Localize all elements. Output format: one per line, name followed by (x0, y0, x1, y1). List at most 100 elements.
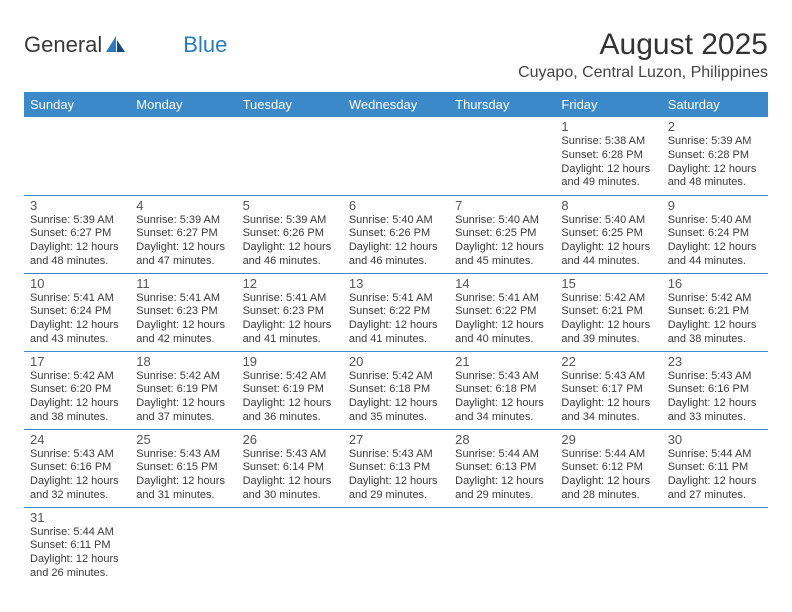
daylight-text: and 43 minutes. (30, 333, 124, 347)
daylight-text: and 49 minutes. (561, 176, 655, 190)
sunrise-text: Sunrise: 5:41 AM (243, 292, 337, 306)
calendar-cell: 11Sunrise: 5:41 AMSunset: 6:23 PMDayligh… (130, 273, 236, 351)
sunrise-text: Sunrise: 5:43 AM (136, 448, 230, 462)
calendar-cell (130, 117, 236, 195)
daylight-text: and 26 minutes. (30, 567, 124, 581)
sunrise-text: Sunrise: 5:40 AM (668, 214, 762, 228)
calendar-cell: 19Sunrise: 5:42 AMSunset: 6:19 PMDayligh… (237, 351, 343, 429)
calendar-cell: 1Sunrise: 5:38 AMSunset: 6:28 PMDaylight… (555, 117, 661, 195)
calendar-cell: 18Sunrise: 5:42 AMSunset: 6:19 PMDayligh… (130, 351, 236, 429)
day-number: 31 (30, 510, 124, 525)
daylight-text: Daylight: 12 hours (455, 241, 549, 255)
daylight-text: Daylight: 12 hours (561, 163, 655, 177)
sunset-text: Sunset: 6:27 PM (30, 227, 124, 241)
daylight-text: Daylight: 12 hours (30, 241, 124, 255)
daylight-text: Daylight: 12 hours (243, 475, 337, 489)
daylight-text: Daylight: 12 hours (30, 397, 124, 411)
calendar-cell: 30Sunrise: 5:44 AMSunset: 6:11 PMDayligh… (662, 429, 768, 507)
day-number: 22 (561, 354, 655, 369)
calendar-cell: 6Sunrise: 5:40 AMSunset: 6:26 PMDaylight… (343, 195, 449, 273)
daylight-text: and 45 minutes. (455, 255, 549, 269)
calendar-cell: 3Sunrise: 5:39 AMSunset: 6:27 PMDaylight… (24, 195, 130, 273)
weekday-header-row: Sunday Monday Tuesday Wednesday Thursday… (24, 92, 768, 117)
day-number: 3 (30, 198, 124, 213)
sunrise-text: Sunrise: 5:43 AM (243, 448, 337, 462)
calendar-cell: 27Sunrise: 5:43 AMSunset: 6:13 PMDayligh… (343, 429, 449, 507)
calendar-cell (662, 507, 768, 585)
sunrise-text: Sunrise: 5:42 AM (668, 292, 762, 306)
day-number: 25 (136, 432, 230, 447)
daylight-text: Daylight: 12 hours (455, 319, 549, 333)
calendar-cell: 2Sunrise: 5:39 AMSunset: 6:28 PMDaylight… (662, 117, 768, 195)
sunset-text: Sunset: 6:26 PM (349, 227, 443, 241)
daylight-text: and 48 minutes. (30, 255, 124, 269)
day-number: 15 (561, 276, 655, 291)
calendar-cell: 22Sunrise: 5:43 AMSunset: 6:17 PMDayligh… (555, 351, 661, 429)
daylight-text: and 31 minutes. (136, 489, 230, 503)
day-number: 5 (243, 198, 337, 213)
daylight-text: and 48 minutes. (668, 176, 762, 190)
daylight-text: Daylight: 12 hours (136, 475, 230, 489)
calendar-row: 24Sunrise: 5:43 AMSunset: 6:16 PMDayligh… (24, 429, 768, 507)
sunrise-text: Sunrise: 5:42 AM (136, 370, 230, 384)
sunrise-text: Sunrise: 5:43 AM (668, 370, 762, 384)
day-number: 27 (349, 432, 443, 447)
sunset-text: Sunset: 6:21 PM (561, 305, 655, 319)
sunset-text: Sunset: 6:25 PM (561, 227, 655, 241)
sunset-text: Sunset: 6:18 PM (349, 383, 443, 397)
calendar-row: 31Sunrise: 5:44 AMSunset: 6:11 PMDayligh… (24, 507, 768, 585)
calendar-row: 3Sunrise: 5:39 AMSunset: 6:27 PMDaylight… (24, 195, 768, 273)
calendar-cell (555, 507, 661, 585)
daylight-text: Daylight: 12 hours (30, 475, 124, 489)
calendar-cell: 20Sunrise: 5:42 AMSunset: 6:18 PMDayligh… (343, 351, 449, 429)
daylight-text: and 32 minutes. (30, 489, 124, 503)
sunrise-text: Sunrise: 5:39 AM (30, 214, 124, 228)
sunset-text: Sunset: 6:13 PM (349, 461, 443, 475)
sunrise-text: Sunrise: 5:44 AM (30, 526, 124, 540)
sunset-text: Sunset: 6:14 PM (243, 461, 337, 475)
day-number: 18 (136, 354, 230, 369)
month-title: August 2025 (518, 28, 768, 62)
sunset-text: Sunset: 6:17 PM (561, 383, 655, 397)
daylight-text: Daylight: 12 hours (136, 241, 230, 255)
daylight-text: and 38 minutes. (668, 333, 762, 347)
daylight-text: Daylight: 12 hours (349, 319, 443, 333)
calendar-cell: 5Sunrise: 5:39 AMSunset: 6:26 PMDaylight… (237, 195, 343, 273)
calendar-cell (237, 117, 343, 195)
daylight-text: and 39 minutes. (561, 333, 655, 347)
day-number: 4 (136, 198, 230, 213)
daylight-text: and 30 minutes. (243, 489, 337, 503)
daylight-text: and 33 minutes. (668, 411, 762, 425)
weekday-header: Friday (555, 92, 661, 117)
sunrise-text: Sunrise: 5:42 AM (349, 370, 443, 384)
calendar-cell (24, 117, 130, 195)
calendar-cell: 12Sunrise: 5:41 AMSunset: 6:23 PMDayligh… (237, 273, 343, 351)
sunrise-text: Sunrise: 5:40 AM (349, 214, 443, 228)
calendar-table: Sunday Monday Tuesday Wednesday Thursday… (24, 92, 768, 585)
day-number: 9 (668, 198, 762, 213)
sunrise-text: Sunrise: 5:43 AM (455, 370, 549, 384)
day-number: 11 (136, 276, 230, 291)
calendar-cell (449, 117, 555, 195)
day-number: 20 (349, 354, 443, 369)
sunset-text: Sunset: 6:21 PM (668, 305, 762, 319)
sunset-text: Sunset: 6:15 PM (136, 461, 230, 475)
daylight-text: Daylight: 12 hours (243, 397, 337, 411)
weekday-header: Tuesday (237, 92, 343, 117)
sunrise-text: Sunrise: 5:41 AM (136, 292, 230, 306)
sunset-text: Sunset: 6:27 PM (136, 227, 230, 241)
daylight-text: Daylight: 12 hours (561, 475, 655, 489)
calendar-cell (343, 507, 449, 585)
daylight-text: Daylight: 12 hours (668, 241, 762, 255)
daylight-text: Daylight: 12 hours (455, 475, 549, 489)
weekday-header: Monday (130, 92, 236, 117)
sunrise-text: Sunrise: 5:43 AM (561, 370, 655, 384)
weekday-header: Thursday (449, 92, 555, 117)
sunset-text: Sunset: 6:25 PM (455, 227, 549, 241)
day-number: 8 (561, 198, 655, 213)
daylight-text: and 38 minutes. (30, 411, 124, 425)
sunset-text: Sunset: 6:13 PM (455, 461, 549, 475)
daylight-text: and 34 minutes. (455, 411, 549, 425)
sunrise-text: Sunrise: 5:44 AM (668, 448, 762, 462)
daylight-text: Daylight: 12 hours (30, 319, 124, 333)
